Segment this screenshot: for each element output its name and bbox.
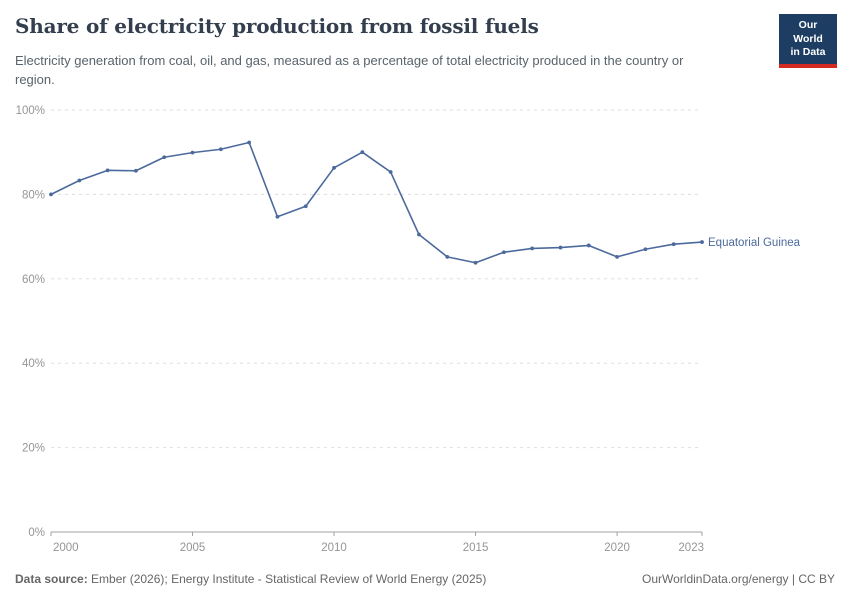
data-point[interactable] bbox=[162, 155, 167, 160]
data-point[interactable] bbox=[700, 240, 704, 244]
data-point[interactable] bbox=[105, 168, 110, 173]
chart-subtitle: Electricity generation from coal, oil, a… bbox=[15, 53, 684, 87]
x-axis-tick-label: 2010 bbox=[321, 542, 347, 554]
data-point[interactable] bbox=[445, 254, 450, 259]
data-point[interactable] bbox=[558, 245, 563, 250]
series-end-label[interactable]: Equatorial Guinea bbox=[708, 237, 801, 249]
data-point[interactable] bbox=[303, 204, 308, 209]
y-axis-tick-label: 40% bbox=[22, 358, 45, 370]
chart-footer: Data source: Ember (2026); Energy Instit… bbox=[15, 572, 835, 586]
data-point[interactable] bbox=[586, 243, 591, 248]
data-line[interactable] bbox=[50, 141, 703, 264]
data-point[interactable] bbox=[218, 147, 223, 152]
data-point[interactable] bbox=[388, 170, 393, 174]
license-link: OurWorldinData.org/energy | CC BY bbox=[642, 572, 835, 586]
data-point[interactable] bbox=[190, 150, 195, 155]
x-axis-tick-label: 2015 bbox=[463, 542, 489, 554]
data-point[interactable] bbox=[275, 214, 280, 219]
data-point[interactable] bbox=[417, 232, 421, 237]
x-axis-tick-label: 2020 bbox=[604, 542, 630, 554]
y-axis-tick-label: 60% bbox=[22, 274, 45, 286]
x-axis-tick-label: 2000 bbox=[53, 542, 79, 554]
data-point[interactable] bbox=[134, 168, 138, 173]
data-point[interactable] bbox=[473, 260, 478, 265]
data-point[interactable] bbox=[360, 150, 365, 155]
data-point[interactable] bbox=[49, 192, 53, 197]
data-point[interactable] bbox=[671, 242, 676, 247]
data-source-label: Data source: bbox=[15, 572, 88, 586]
owid-logo-line1: Our World bbox=[793, 19, 823, 45]
y-axis-tick-label: 20% bbox=[22, 443, 45, 455]
data-source-text: Ember (2026); Energy Institute - Statist… bbox=[87, 572, 487, 586]
y-axis-tick-label: 100% bbox=[16, 105, 45, 117]
x-axis-tick-label: 2023 bbox=[678, 542, 704, 554]
page-title: Share of electricity production from fos… bbox=[15, 14, 539, 38]
y-axis-tick-label: 0% bbox=[28, 527, 45, 539]
data-point[interactable] bbox=[77, 178, 82, 183]
data-point[interactable] bbox=[615, 254, 619, 259]
data-source-note: Data source: Ember (2026); Energy Instit… bbox=[15, 572, 486, 586]
owid-logo-line2: in Data bbox=[790, 46, 826, 59]
data-point[interactable] bbox=[643, 247, 648, 252]
x-axis-tick-label: 2005 bbox=[180, 542, 206, 554]
line-chart-canvas[interactable]: 0% 20% 40% 60% 80% 100% 2000 2005 2010 2015 2020 20… bbox=[0, 95, 850, 555]
y-axis-tick-label: 80% bbox=[22, 189, 45, 201]
data-point[interactable] bbox=[530, 246, 535, 251]
data-point[interactable] bbox=[501, 250, 506, 255]
data-point[interactable] bbox=[247, 140, 252, 145]
data-point[interactable] bbox=[332, 165, 336, 170]
owid-logo: Our World in Data bbox=[779, 14, 837, 68]
